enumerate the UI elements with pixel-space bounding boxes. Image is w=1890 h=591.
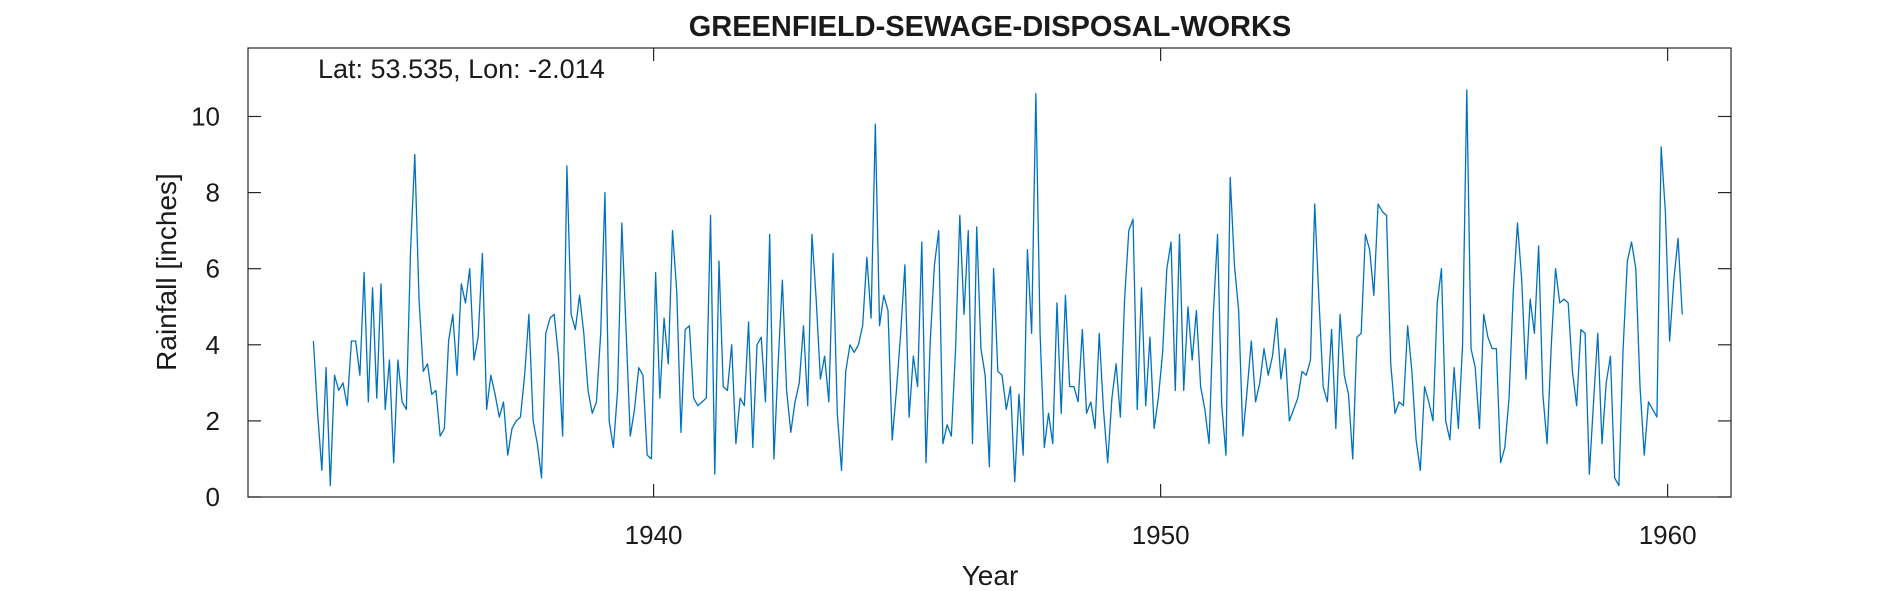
y-axis-label: Rainfall [inches] <box>151 173 182 371</box>
y-tick-label: 10 <box>191 101 220 131</box>
y-tick-label: 6 <box>206 254 220 284</box>
plot-area <box>247 47 1732 498</box>
x-tick-label: 1950 <box>1132 520 1190 550</box>
y-tick-label: 0 <box>206 482 220 512</box>
rainfall-series-line <box>312 89 1683 487</box>
y-tick-label: 4 <box>206 330 220 360</box>
chart-title: GREENFIELD-SEWAGE-DISPOSAL-WORKS <box>689 11 1292 43</box>
location-annotation: Lat: 53.535, Lon: -2.014 <box>318 54 605 84</box>
y-tick-label: 2 <box>206 406 220 436</box>
y-tick-label: 8 <box>206 178 220 208</box>
x-tick-label: 1960 <box>1639 520 1697 550</box>
y-axis: 0 2 4 6 8 10 <box>191 101 1731 512</box>
x-tick-label: 1940 <box>625 520 683 550</box>
x-axis: 1940 1950 1960 <box>625 48 1697 550</box>
x-axis-label: Year <box>962 560 1019 591</box>
